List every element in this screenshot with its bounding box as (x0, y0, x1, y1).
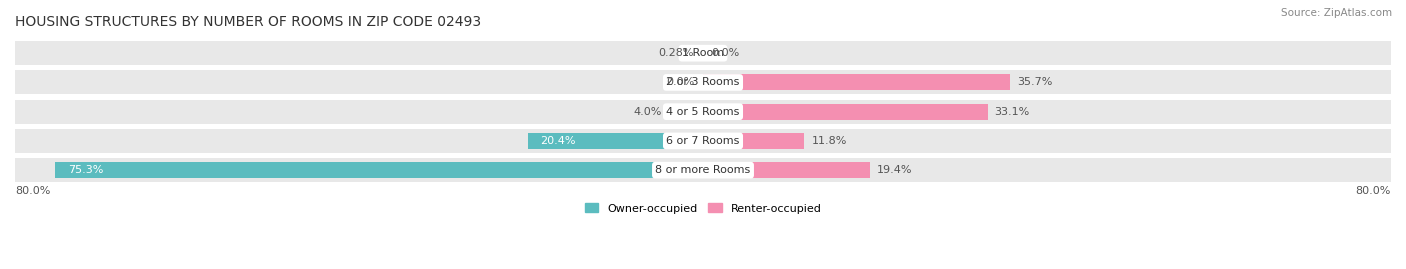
Text: 0.0%: 0.0% (711, 48, 740, 58)
Bar (703, 162, 870, 178)
Text: 0.28%: 0.28% (658, 48, 693, 58)
Legend: Owner-occupied, Renter-occupied: Owner-occupied, Renter-occupied (581, 199, 825, 218)
Text: 33.1%: 33.1% (994, 107, 1029, 117)
Text: 8 or more Rooms: 8 or more Rooms (655, 165, 751, 175)
Text: 75.3%: 75.3% (69, 165, 104, 175)
Text: 80.0%: 80.0% (15, 186, 51, 196)
Text: 1 Room: 1 Room (682, 48, 724, 58)
Bar (15, 70, 1391, 94)
Bar (15, 100, 1391, 124)
Bar (15, 158, 1391, 182)
Bar (15, 41, 1391, 65)
Bar (700, 45, 703, 61)
Text: 4 or 5 Rooms: 4 or 5 Rooms (666, 107, 740, 117)
Text: 0.0%: 0.0% (666, 77, 695, 87)
Bar (703, 133, 804, 149)
Bar (669, 104, 703, 120)
Bar (15, 129, 1391, 153)
Text: HOUSING STRUCTURES BY NUMBER OF ROOMS IN ZIP CODE 02493: HOUSING STRUCTURES BY NUMBER OF ROOMS IN… (15, 15, 481, 29)
Text: 19.4%: 19.4% (877, 165, 912, 175)
Bar (703, 75, 1010, 90)
Text: 4.0%: 4.0% (633, 107, 662, 117)
Text: 80.0%: 80.0% (1355, 186, 1391, 196)
Text: 20.4%: 20.4% (540, 136, 576, 146)
Bar (703, 104, 987, 120)
Bar (527, 133, 703, 149)
Bar (55, 162, 703, 178)
Text: 6 or 7 Rooms: 6 or 7 Rooms (666, 136, 740, 146)
Text: 2 or 3 Rooms: 2 or 3 Rooms (666, 77, 740, 87)
Text: 11.8%: 11.8% (811, 136, 846, 146)
Text: Source: ZipAtlas.com: Source: ZipAtlas.com (1281, 8, 1392, 18)
Text: 35.7%: 35.7% (1017, 77, 1052, 87)
